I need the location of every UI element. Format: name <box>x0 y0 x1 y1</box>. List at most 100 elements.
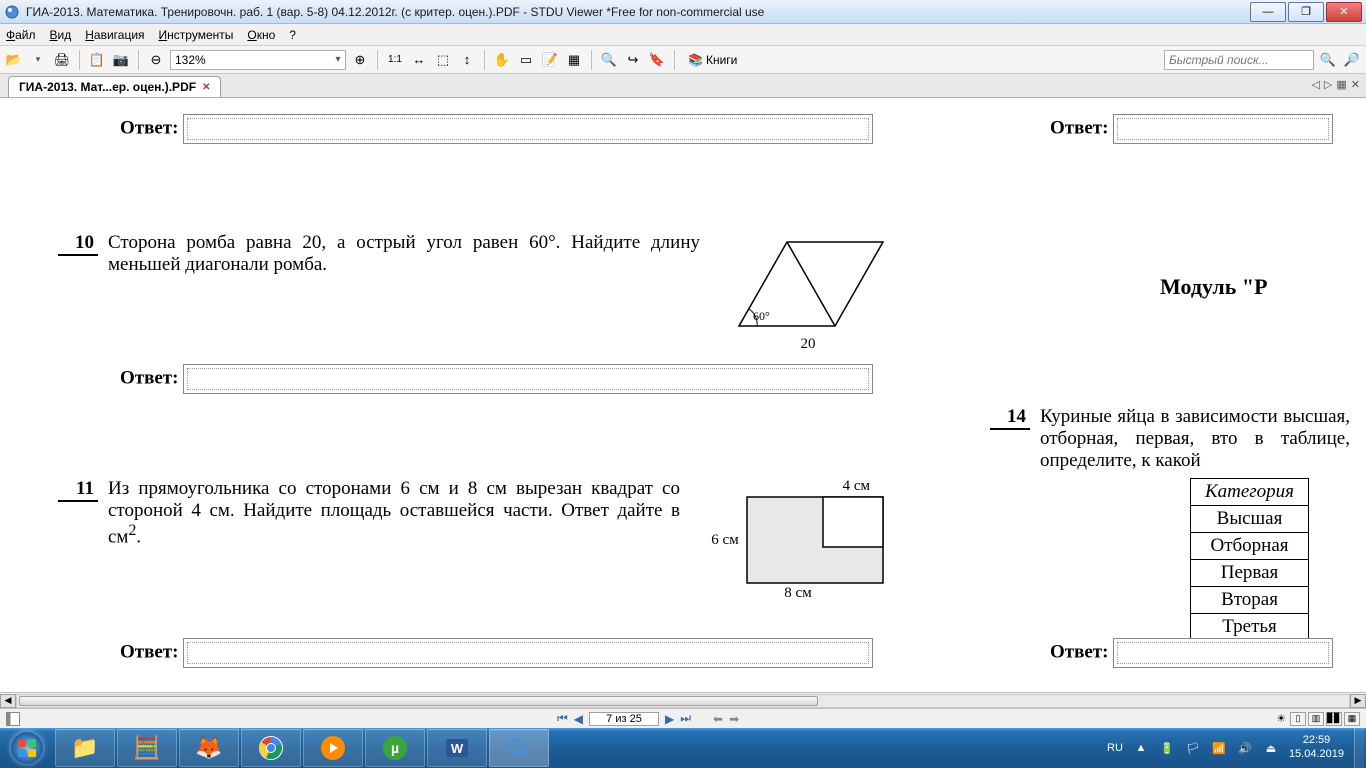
zoom-dropdown[interactable]: ▾ <box>331 54 345 65</box>
system-tray: RU ▲ 🔋 🏳 📶 🔊 ⏏ 22:59 15.04.2019 <box>1097 728 1366 768</box>
document-viewport[interactable]: Ответ: 10 Сторона ромба равна 20, а остр… <box>0 98 1366 692</box>
history-fwd-button[interactable]: ➡ <box>729 712 739 726</box>
search-prev-button[interactable]: 🔍 <box>1318 50 1338 70</box>
menu-window[interactable]: Окно <box>247 28 275 42</box>
menu-file[interactable]: Файл <box>6 28 36 42</box>
find-next-button[interactable]: ↪ <box>623 50 643 70</box>
brightness-icon[interactable]: ☀ <box>1276 712 1286 725</box>
fit-width-button[interactable]: ↔ <box>409 50 429 70</box>
problem-10-text: Сторона ромба равна 20, а острый угол ра… <box>98 232 718 276</box>
rhombus-svg: 60° <box>723 232 893 342</box>
books-label: Книги <box>706 53 737 67</box>
taskbar-chrome[interactable] <box>241 729 301 767</box>
tab-close-all-button[interactable]: ✕ <box>1351 78 1360 91</box>
close-button[interactable]: ✕ <box>1326 2 1362 22</box>
select-tool-button[interactable]: ▭ <box>516 50 536 70</box>
find-button[interactable]: 🔍 <box>599 50 619 70</box>
taskbar-utorrent[interactable]: µ <box>365 729 425 767</box>
copy-button[interactable]: 📋 <box>87 50 107 70</box>
menu-tools[interactable]: Инструменты <box>159 28 234 42</box>
table-row: Высшая <box>1191 506 1309 533</box>
quick-search-input[interactable] <box>1165 53 1313 67</box>
tray-up-icon[interactable]: ▲ <box>1133 740 1149 756</box>
angle-label: 60° <box>753 309 770 323</box>
text-select-button[interactable]: 📝 <box>540 50 560 70</box>
battery-icon[interactable]: 🔋 <box>1159 740 1175 756</box>
flag-icon[interactable]: 🏳 <box>1185 740 1201 756</box>
dim-top: 4 см <box>843 478 870 495</box>
answer-input-box[interactable] <box>183 114 873 144</box>
taskbar-calculator[interactable]: 🧮 <box>117 729 177 767</box>
clock[interactable]: 22:59 15.04.2019 <box>1289 734 1344 762</box>
window-title: ГИА-2013. Математика. Тренировочн. раб. … <box>26 5 1250 19</box>
quick-search-box[interactable] <box>1164 50 1314 70</box>
minimize-button[interactable]: — <box>1250 2 1286 22</box>
language-indicator[interactable]: RU <box>1107 742 1123 754</box>
tab-prev-button[interactable]: ◁ <box>1311 78 1319 91</box>
menu-help[interactable]: ? <box>289 28 296 42</box>
print-button[interactable]: 🖨 <box>52 50 72 70</box>
maximize-button[interactable]: ❐ <box>1288 2 1324 22</box>
scroll-right-button[interactable]: ▶ <box>1350 694 1366 708</box>
answer-input-box-10[interactable] <box>183 364 873 394</box>
menu-navigation[interactable]: Навигация <box>85 28 144 42</box>
fit-height-button[interactable]: ↕ <box>457 50 477 70</box>
snapshot-button[interactable]: 📷 <box>111 50 131 70</box>
fit-actual-button[interactable]: 1:1 <box>385 50 405 70</box>
problem-11-text-a: Из прямоугольника со сторонами 6 см и 8 … <box>108 478 680 547</box>
grid-tool-button[interactable]: ▦ <box>564 50 584 70</box>
prev-page-button[interactable]: ◀ <box>574 712 583 726</box>
scroll-thumb[interactable] <box>19 696 818 706</box>
open-button[interactable]: 📂 <box>4 50 24 70</box>
document-tab[interactable]: ГИА-2013. Мат...ер. оцен.).PDF ✕ <box>8 76 221 97</box>
scroll-track[interactable] <box>16 694 1350 708</box>
tab-close-button[interactable]: ✕ <box>202 82 210 93</box>
menubar: Файл Вид Навигация Инструменты Окно ? <box>0 24 1366 46</box>
network-icon[interactable]: 📶 <box>1211 740 1227 756</box>
answer-input-box-right-top[interactable] <box>1113 114 1333 144</box>
taskbar-firefox[interactable]: 🦊 <box>179 729 239 767</box>
books-button[interactable]: 📚 Книги <box>682 51 743 69</box>
taskbar-stdu-viewer[interactable] <box>489 729 549 767</box>
answer-label-right-bottom: Ответ: <box>1050 641 1108 662</box>
scroll-left-button[interactable]: ◀ <box>0 694 16 708</box>
statusbar: ⏮ ◀ ▶ ⏭ ⬅ ➡ ☀ ▯ ▥ ▊▊ ▦ <box>0 708 1366 728</box>
table-header: Категория <box>1191 479 1309 506</box>
volume-icon[interactable]: 🔊 <box>1237 740 1253 756</box>
menu-view[interactable]: Вид <box>50 28 72 42</box>
grid-view[interactable]: ▦ <box>1344 712 1360 726</box>
open-dd-button[interactable]: ▾ <box>28 50 48 70</box>
rectangle-figure: 4 см 6 см 8 см <box>698 478 898 602</box>
single-page-view[interactable]: ▯ <box>1290 712 1306 726</box>
tab-next-button[interactable]: ▷ <box>1324 78 1332 91</box>
zoom-out-button[interactable]: ⊖ <box>146 50 166 70</box>
next-page-button[interactable]: ▶ <box>665 712 674 726</box>
sidebar-toggle-icon[interactable] <box>6 712 20 726</box>
two-page-view[interactable]: ▊▊ <box>1326 712 1342 726</box>
pan-tool-button[interactable]: ✋ <box>492 50 512 70</box>
horizontal-scrollbar[interactable]: ◀ ▶ <box>0 692 1366 708</box>
problem-11-text-end: . <box>136 526 141 547</box>
fit-page-button[interactable]: ⬚ <box>433 50 453 70</box>
search-next-button[interactable]: 🔎 <box>1342 50 1362 70</box>
first-page-button[interactable]: ⏮ <box>557 711 568 726</box>
update-icon[interactable]: ⏏ <box>1263 740 1279 756</box>
start-button[interactable] <box>0 728 54 768</box>
zoom-combo[interactable]: ▾ <box>170 50 346 70</box>
taskbar-mediaplayer[interactable] <box>303 729 363 767</box>
bookmark-button[interactable]: 🔖 <box>647 50 667 70</box>
continuous-view[interactable]: ▥ <box>1308 712 1324 726</box>
history-back-button[interactable]: ⬅ <box>713 712 723 726</box>
answer-input-box-11[interactable] <box>183 638 873 668</box>
taskbar-explorer[interactable]: 📁 <box>55 729 115 767</box>
show-desktop-button[interactable] <box>1354 728 1364 768</box>
tab-grid-button[interactable]: ▦ <box>1336 78 1346 91</box>
svg-text:W: W <box>451 741 464 756</box>
answer-input-box-right-bottom[interactable] <box>1113 638 1333 668</box>
zoom-input[interactable] <box>171 53 331 67</box>
zoom-in-button[interactable]: ⊕ <box>350 50 370 70</box>
last-page-button[interactable]: ⏭ <box>680 711 691 726</box>
taskbar-word[interactable]: W <box>427 729 487 767</box>
table-row: Вторая <box>1191 587 1309 614</box>
page-indicator-input[interactable] <box>589 712 659 726</box>
